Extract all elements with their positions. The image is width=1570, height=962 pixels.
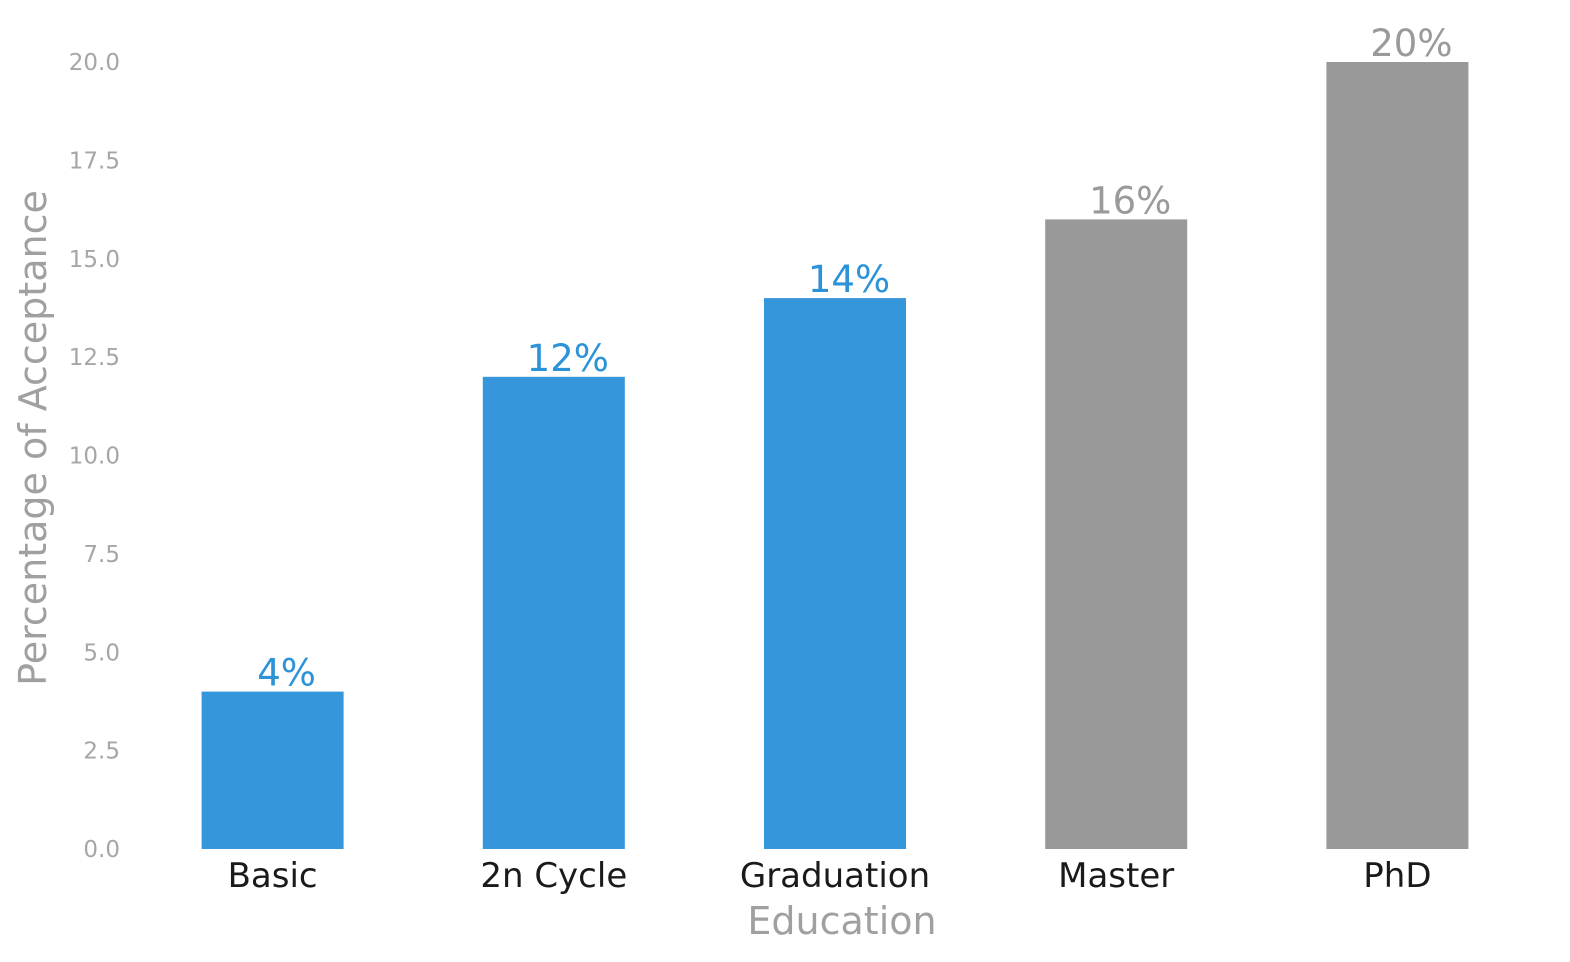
y-tick-labels: 0.0 2.5 5.0 7.5 10.0 12.5 15.0 17.5 20.0 <box>69 50 120 863</box>
data-labels-layer: 4% 12% 14% 16% 20% <box>257 22 1452 695</box>
y-tick-label-3: 7.5 <box>83 542 120 568</box>
bar-0 <box>201 691 344 849</box>
y-tick-label-8: 20.0 <box>69 50 120 76</box>
x-axis-title: Education <box>747 899 936 943</box>
bar-1 <box>482 376 625 849</box>
data-label-1: 12% <box>527 337 609 380</box>
y-axis-title: Percentage of Acceptance <box>11 190 55 686</box>
y-tick-label-6: 15.0 <box>69 247 120 273</box>
x-tick-label-1: 2n Cycle <box>480 856 627 896</box>
y-tick-label-5: 12.5 <box>69 345 120 371</box>
data-label-2: 14% <box>808 258 890 301</box>
y-tick-label-0: 0.0 <box>83 837 120 863</box>
bar-2 <box>764 298 906 850</box>
y-tick-label-7: 17.5 <box>69 148 120 174</box>
y-tick-label-2: 5.0 <box>83 640 120 666</box>
x-tick-label-4: PhD <box>1363 856 1431 896</box>
bar-3 <box>1045 219 1188 849</box>
data-label-4: 20% <box>1370 22 1452 65</box>
x-tick-label-2: Graduation <box>740 856 930 896</box>
bars-layer <box>201 62 1469 850</box>
x-tick-label-0: Basic <box>228 856 318 896</box>
x-tick-labels: Basic 2n Cycle Graduation Master PhD <box>228 856 1432 896</box>
data-label-0: 4% <box>257 652 316 695</box>
x-tick-label-3: Master <box>1058 856 1174 896</box>
y-tick-label-4: 10.0 <box>69 444 120 470</box>
y-tick-label-1: 2.5 <box>83 739 120 765</box>
bar-4 <box>1326 62 1469 849</box>
data-label-3: 16% <box>1089 179 1171 222</box>
